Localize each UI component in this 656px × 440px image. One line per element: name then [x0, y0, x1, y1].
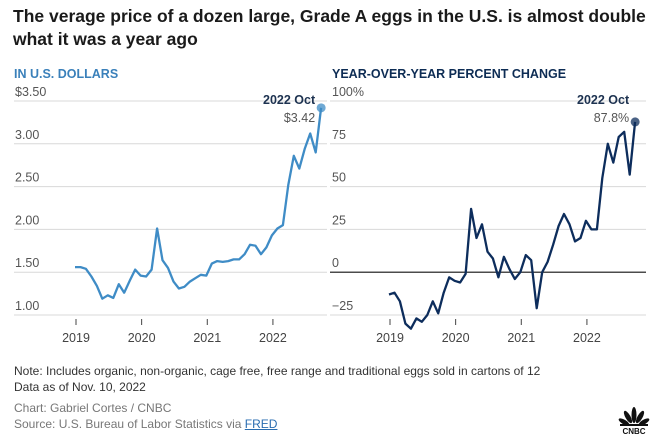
charts-canvas: 1.00 1.50 2.00 2.50 3.00 $3.50 2019 2020 2021 202…	[14, 85, 646, 345]
x-tick-label: 2020	[442, 331, 470, 345]
svg-text:CNBC: CNBC	[622, 427, 645, 436]
x-tick-label: 2022	[573, 331, 601, 345]
y-tick-label: 0	[332, 256, 339, 270]
y-tick-label: 75	[332, 128, 346, 142]
series-line	[388, 121, 637, 330]
footer-note: Note: Includes organic, non-organic, cag…	[14, 364, 541, 378]
chart-title: The verage price of a dozen large, Grade…	[13, 6, 646, 49]
y-tick-label: 50	[332, 171, 346, 185]
annotation-label: 2022 Oct	[577, 93, 630, 107]
footer-credit: Chart: Gabriel Cortes / CNBC	[14, 401, 172, 415]
y-tick-label: 25	[332, 213, 346, 227]
footer-data-date: Data as of Nov. 10, 2022	[14, 380, 146, 394]
footer-source: Source: U.S. Bureau of Labor Statistics …	[14, 417, 277, 431]
annotation-label: 2022 Oct	[263, 93, 316, 107]
x-tick-label: 2019	[376, 331, 404, 345]
y-tick-label: 1.50	[15, 256, 39, 270]
last-point-marker	[630, 117, 640, 127]
y-tick-label: $3.50	[15, 85, 46, 99]
cnbc-logo-icon: CNBC	[618, 407, 650, 436]
last-point-marker	[316, 103, 326, 113]
x-tick-label: 2021	[193, 331, 221, 345]
x-tick-label: 2022	[259, 331, 287, 345]
series-line	[75, 107, 323, 300]
y-tick-label: 2.50	[15, 171, 39, 185]
y-tick-label: −25	[332, 299, 353, 313]
source-text: Source: U.S. Bureau of Labor Statistics …	[14, 417, 245, 431]
annotation-value: 87.8%	[594, 111, 629, 125]
y-tick-label: 1.00	[15, 299, 39, 313]
x-tick-label: 2021	[507, 331, 535, 345]
x-tick-label: 2019	[62, 331, 90, 345]
annotation-value: $3.42	[284, 111, 315, 125]
fred-link[interactable]: FRED	[244, 417, 278, 431]
y-tick-label: 100%	[332, 85, 364, 99]
right-chart-subtitle: YEAR-OVER-YEAR PERCENT CHANGE	[332, 67, 567, 81]
y-tick-label: 2.00	[15, 213, 39, 227]
x-tick-label: 2020	[128, 331, 156, 345]
y-tick-label: 3.00	[15, 128, 39, 142]
left-chart-subtitle: IN U.S. DOLLARS	[14, 67, 119, 81]
